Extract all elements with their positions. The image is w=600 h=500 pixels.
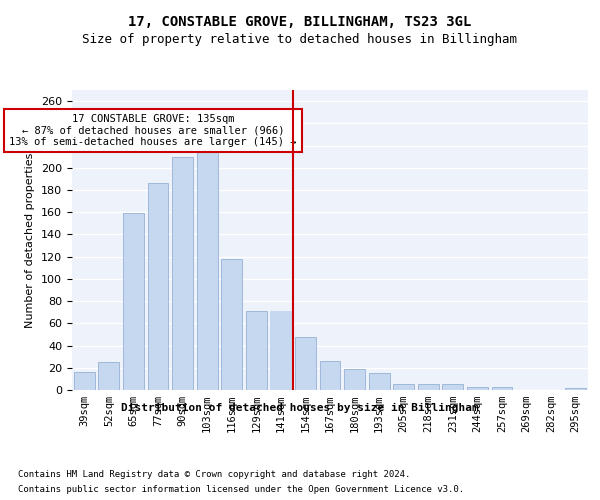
Bar	[246, 311, 267, 390]
Bar	[442, 384, 463, 390]
Bar	[271, 311, 292, 390]
Bar	[368, 374, 389, 390]
Bar	[172, 156, 193, 390]
Text: 17 CONSTABLE GROVE: 135sqm
← 87% of detached houses are smaller (966)
13% of sem: 17 CONSTABLE GROVE: 135sqm ← 87% of deta…	[10, 114, 297, 147]
Bar	[148, 184, 169, 390]
Bar	[123, 214, 144, 390]
Bar	[565, 388, 586, 390]
Y-axis label: Number of detached properties: Number of detached properties	[25, 152, 35, 328]
Bar	[197, 151, 218, 390]
Bar	[320, 361, 340, 390]
Bar	[295, 336, 316, 390]
Bar	[467, 386, 488, 390]
Bar	[344, 369, 365, 390]
Bar	[418, 384, 439, 390]
Text: Distribution of detached houses by size in Billingham: Distribution of detached houses by size …	[121, 402, 479, 412]
Bar	[98, 362, 119, 390]
Text: Size of property relative to detached houses in Billingham: Size of property relative to detached ho…	[83, 32, 517, 46]
Bar	[74, 372, 95, 390]
Text: Contains HM Land Registry data © Crown copyright and database right 2024.: Contains HM Land Registry data © Crown c…	[18, 470, 410, 479]
Bar	[491, 386, 512, 390]
Bar	[393, 384, 414, 390]
Bar	[221, 259, 242, 390]
Text: Contains public sector information licensed under the Open Government Licence v3: Contains public sector information licen…	[18, 485, 464, 494]
Text: 17, CONSTABLE GROVE, BILLINGHAM, TS23 3GL: 17, CONSTABLE GROVE, BILLINGHAM, TS23 3G…	[128, 15, 472, 29]
